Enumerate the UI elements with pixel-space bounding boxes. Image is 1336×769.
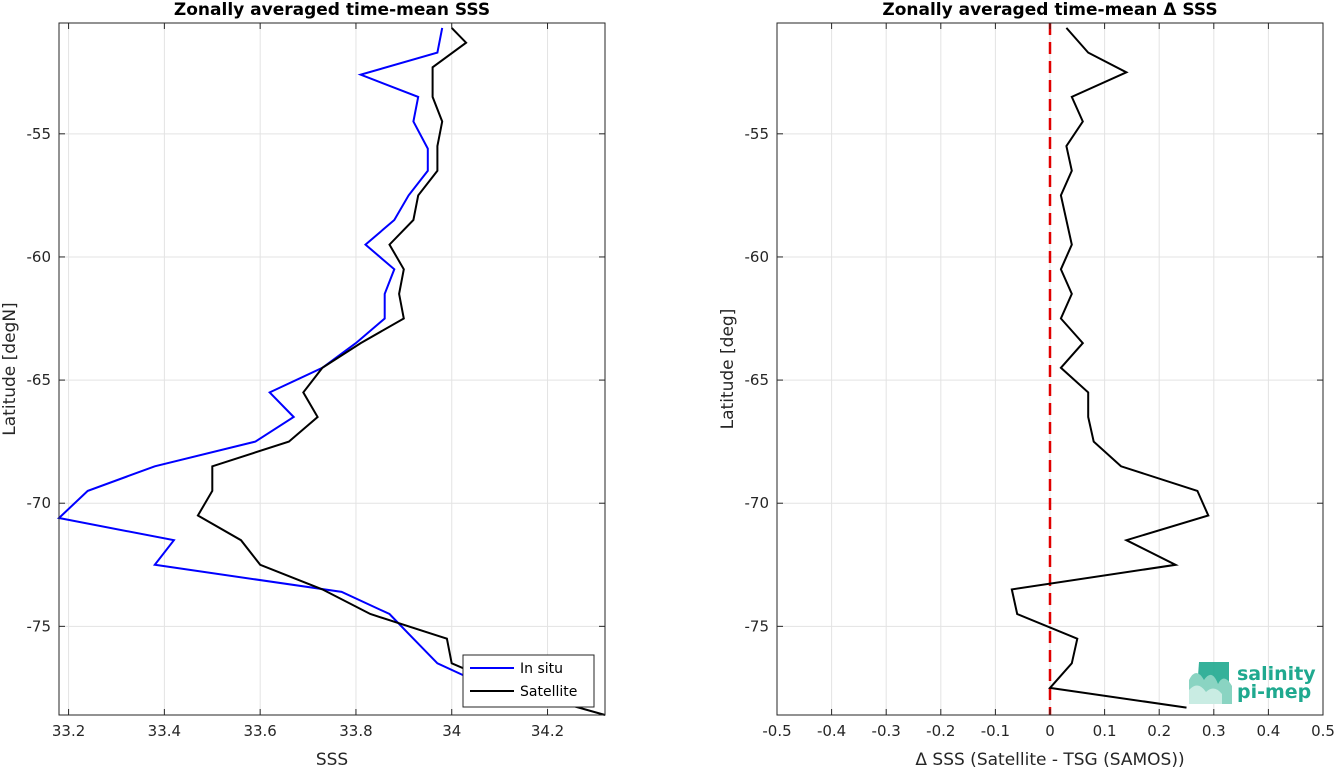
series-line-right-0 bbox=[1010, 27, 1210, 709]
legend-box bbox=[462, 654, 595, 708]
y-tick-label: -55 bbox=[27, 125, 52, 143]
left-chart-y-label: Latitude [degN] bbox=[0, 302, 20, 435]
logo-wave-icon bbox=[1189, 662, 1232, 704]
x-tick-label: -0.5 bbox=[762, 722, 791, 740]
x-tick-label: -0.4 bbox=[817, 722, 846, 740]
x-tick-label: 0.4 bbox=[1256, 722, 1280, 740]
y-tick-label: -75 bbox=[27, 617, 52, 635]
y-tick-label: -65 bbox=[745, 371, 770, 389]
y-tick-label: -55 bbox=[745, 125, 770, 143]
right-chart-series bbox=[1010, 27, 1210, 709]
x-tick-label: -0.2 bbox=[926, 722, 955, 740]
right-chart-x-ticks: -0.5 -0.4 -0.3 -0.2 -0.1 0 0.1 0.2 0.3 0.4 0.5 bbox=[762, 23, 1335, 740]
left-chart-x-ticks: 33.2 33.4 33.6 33.8 34 34.2 bbox=[52, 23, 564, 740]
x-tick-label: 33.4 bbox=[148, 722, 181, 740]
left-chart-frame bbox=[58, 22, 606, 716]
y-tick-label: -65 bbox=[27, 371, 52, 389]
right-chart-y-label: Latitude [deg] bbox=[718, 309, 738, 430]
x-tick-label: 0.3 bbox=[1202, 722, 1226, 740]
right-chart-y-ticks: -55 -60 -65 -70 -75 bbox=[745, 125, 1323, 635]
salinity-pi-mep-logo: salinity pi-mep bbox=[1189, 662, 1316, 704]
series-line-left-0 bbox=[56, 27, 492, 706]
x-tick-label: 0.1 bbox=[1093, 722, 1117, 740]
x-tick-label: -0.1 bbox=[981, 722, 1010, 740]
y-tick-label: -70 bbox=[745, 494, 770, 512]
x-tick-label: 33.8 bbox=[339, 722, 372, 740]
left-chart-y-ticks: -55 -60 -65 -70 -75 bbox=[27, 125, 605, 635]
left-chart-legend: In situ Satellite bbox=[462, 654, 595, 708]
right-chart-title: Zonally averaged time-mean Δ SSS bbox=[882, 0, 1217, 20]
legend-label-in-situ: In situ bbox=[520, 661, 563, 677]
logo-text-line1: salinity bbox=[1237, 663, 1316, 685]
logo-text-line2: pi-mep bbox=[1237, 681, 1311, 703]
x-tick-label: 0.2 bbox=[1147, 722, 1171, 740]
x-tick-label: -0.3 bbox=[872, 722, 901, 740]
left-chart-x-label: SSS bbox=[316, 750, 348, 769]
left-chart-series bbox=[56, 27, 606, 716]
x-tick-label: 33.6 bbox=[243, 722, 276, 740]
right-chart-x-label: Δ SSS (Satellite - TSG (SAMOS)) bbox=[915, 750, 1184, 769]
x-tick-label: 0.5 bbox=[1311, 722, 1335, 740]
x-tick-label: 0 bbox=[1045, 722, 1055, 740]
left-chart-grid bbox=[59, 23, 605, 715]
left-chart-title: Zonally averaged time-mean SSS bbox=[174, 0, 490, 20]
y-tick-label: -75 bbox=[745, 617, 770, 635]
x-tick-label: 34 bbox=[442, 722, 461, 740]
legend-label-satellite: Satellite bbox=[520, 684, 577, 700]
x-tick-label: 34.2 bbox=[531, 722, 564, 740]
series-line-left-1 bbox=[196, 27, 606, 716]
y-tick-label: -60 bbox=[745, 248, 770, 266]
y-tick-label: -70 bbox=[27, 494, 52, 512]
x-tick-label: 33.2 bbox=[52, 722, 85, 740]
y-tick-label: -60 bbox=[27, 248, 52, 266]
